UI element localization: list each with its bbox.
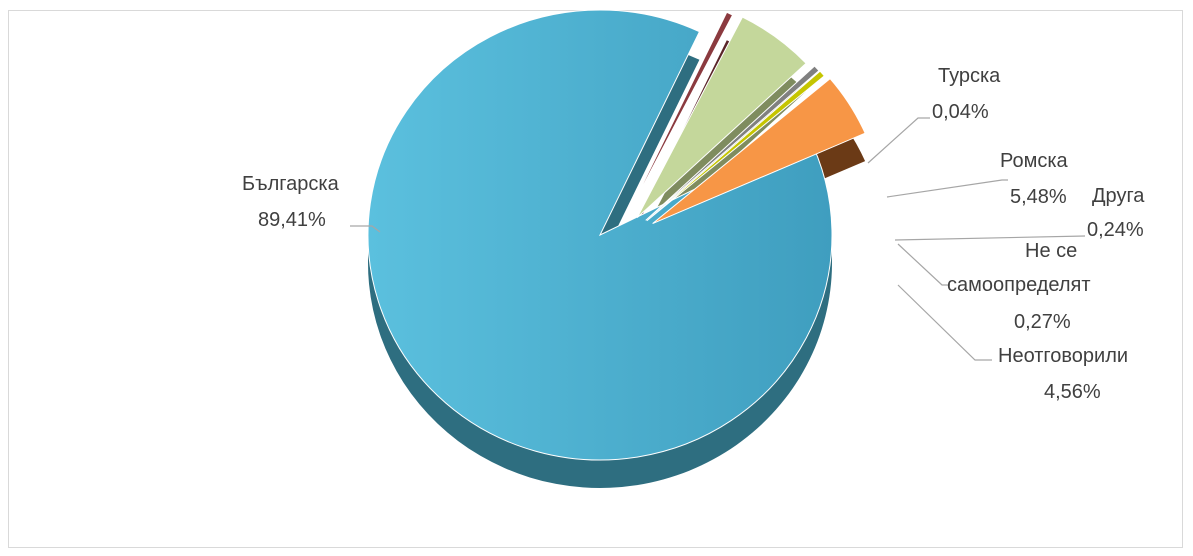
label-turkish-name: Турска	[938, 65, 1001, 87]
label-undetermined-percent: 0,27%	[1014, 311, 1071, 333]
label-other-name: Друга	[1092, 185, 1145, 207]
slice-roma	[636, 16, 807, 219]
leader-no-answer	[897, 284, 992, 361]
slice-turkish	[626, 11, 734, 216]
label-bulgarian-name: Българска	[242, 173, 340, 195]
label-roma-name: Ромска	[1000, 150, 1069, 172]
label-no-answer-name: Неотговорили	[998, 345, 1128, 367]
label-undetermined-name-line2: самоопределят	[947, 274, 1091, 296]
slice-no-answer	[652, 77, 866, 224]
leader-roma	[886, 179, 1008, 198]
leader-bulgarian	[350, 225, 381, 233]
leader-lines	[350, 117, 1086, 361]
data-labels: Българска 89,41% Турска 0,04% Ромска 5,4…	[242, 65, 1145, 403]
pie-tops	[367, 9, 866, 461]
label-bulgarian-percent: 89,41%	[258, 209, 326, 231]
slice-bulgarian	[367, 9, 833, 461]
label-roma-percent: 5,48%	[1010, 186, 1067, 208]
label-turkish-percent: 0,04%	[932, 101, 989, 123]
slice-other	[645, 65, 820, 221]
label-undetermined-name-line1: Не се	[1025, 240, 1077, 262]
leader-undetermined	[897, 243, 950, 286]
leader-other	[894, 235, 1086, 241]
leader-turkish	[867, 117, 930, 164]
label-other-percent: 0,24%	[1087, 219, 1144, 241]
slice-undetermined	[646, 70, 826, 222]
label-no-answer-percent: 4,56%	[1044, 381, 1101, 403]
